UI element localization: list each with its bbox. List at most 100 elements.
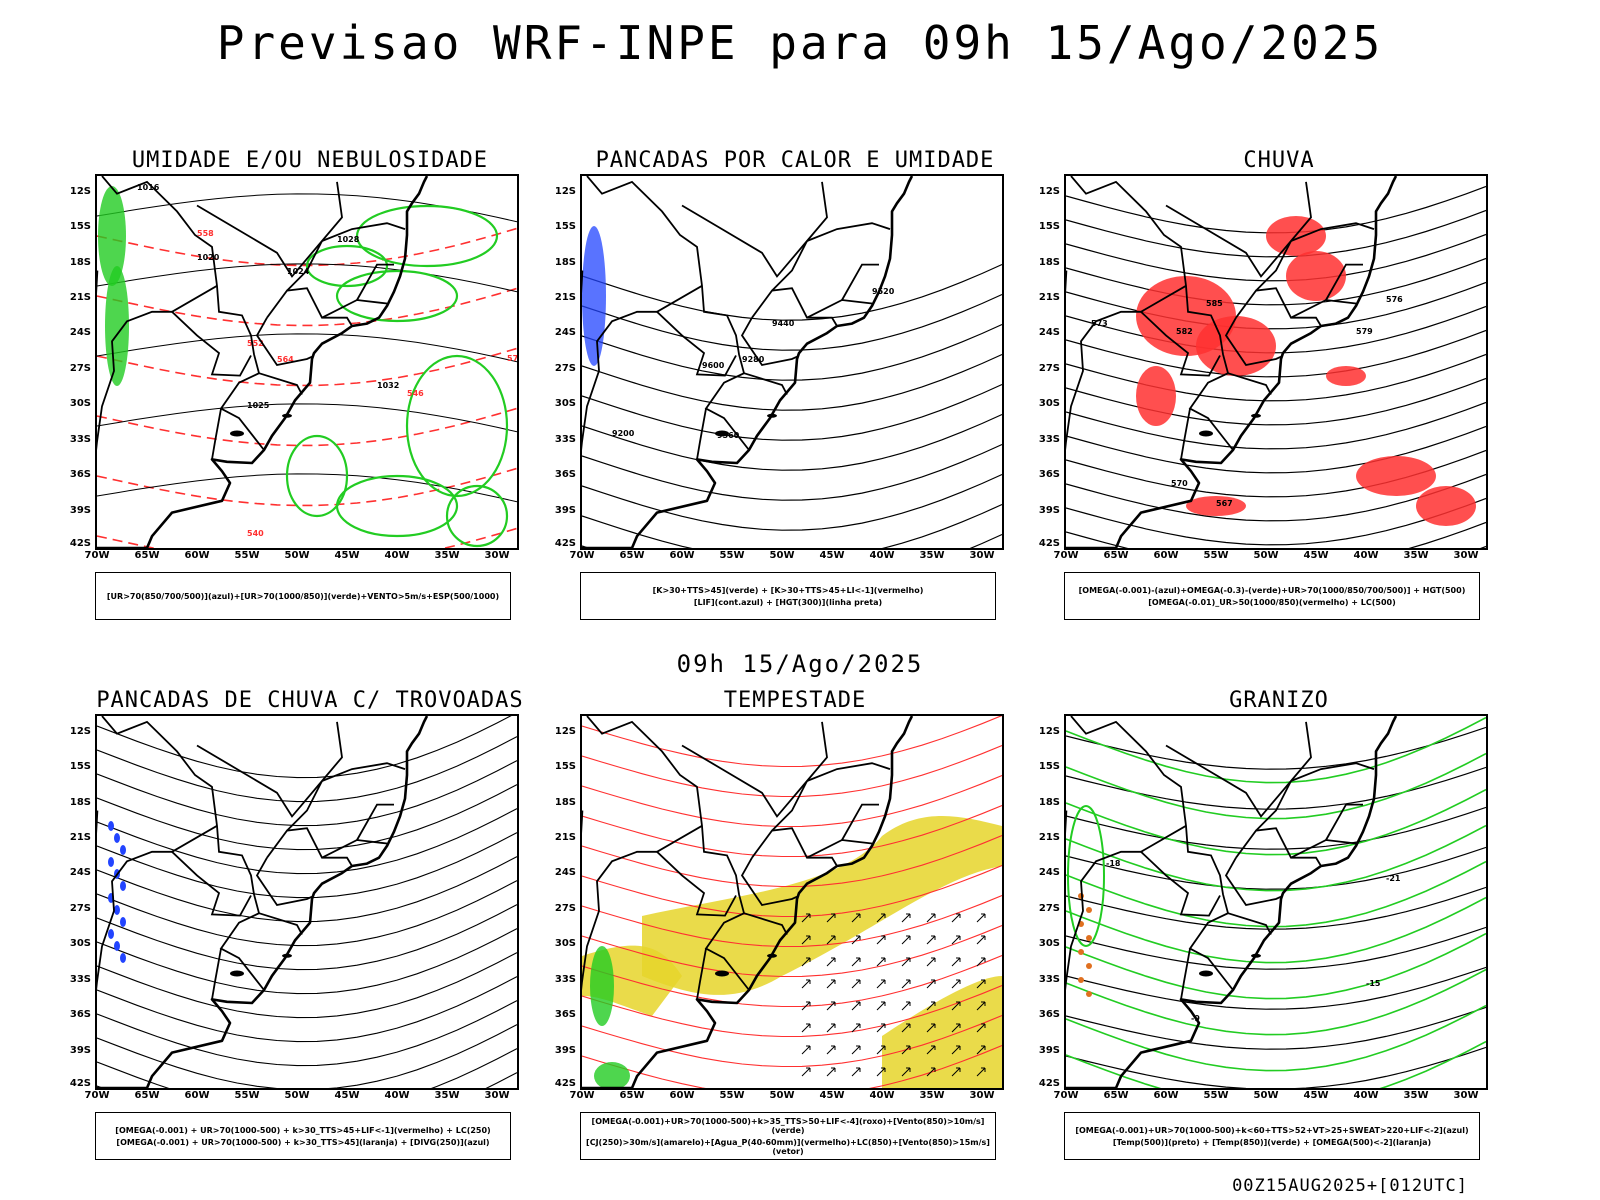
- streamline: [97, 716, 512, 779]
- thickness-contour: [97, 407, 517, 447]
- wind-vector: [851, 957, 861, 967]
- wind-vector: [901, 1045, 911, 1055]
- map-frame: [580, 714, 1004, 1090]
- legend-box: [OMEGA(-0.001)+UR>70(1000-500)+k<60+TTS>…: [1064, 1112, 1480, 1160]
- temp850-contour: [1066, 824, 1486, 892]
- lon-tick-label: 70W: [569, 1090, 595, 1101]
- wind-vector: [876, 935, 886, 945]
- hgt500-contour: [1066, 209, 1486, 258]
- temp500-contour: [1066, 1006, 1486, 1050]
- lat-tick-label: 42S: [69, 1078, 91, 1089]
- streamline: [97, 736, 517, 803]
- wind-vector: [901, 957, 911, 967]
- map-frame: 585 582 579 576 573 570 567: [1064, 174, 1488, 550]
- border-line: [1325, 263, 1363, 301]
- border-line: [582, 850, 657, 991]
- lon-tick-label: 35W: [434, 550, 460, 561]
- humidity-contour: [285, 434, 349, 518]
- divergence-dot: [108, 857, 114, 867]
- pressure-contour: [97, 403, 517, 433]
- temp500-contour: [1066, 806, 1486, 850]
- legend-line: [OMEGA(-0.001) + UR>70(1000-500) + k>30_…: [116, 1137, 490, 1147]
- lagoon-mirim: [1199, 430, 1213, 437]
- legend-line: [UR>70(850/700/500)](azul)+[UR>70(1000/8…: [106, 591, 500, 601]
- streamline: [97, 808, 517, 875]
- divergence-dot: [120, 845, 126, 855]
- hgt300-contour: [582, 473, 1002, 531]
- wind-vector: [826, 1045, 836, 1055]
- temp850-contour: [1066, 788, 1486, 856]
- lon-tick-label: 55W: [1203, 1090, 1229, 1101]
- lat-tick-label: 39S: [69, 504, 91, 516]
- coastline: [97, 716, 429, 1088]
- longitude-axis: 70W 65W 60W 55W 50W 45W 40W 35W 30W: [85, 1090, 519, 1104]
- coastline: [582, 716, 914, 1088]
- lat-tick-label: 24S: [1038, 867, 1060, 879]
- thickness-contour: [97, 527, 517, 548]
- lat-tick-label: 27S: [69, 902, 91, 914]
- rain-area: [1286, 251, 1346, 301]
- lat-tick-label: 27S: [69, 362, 91, 374]
- lat-tick-label: 27S: [554, 362, 576, 374]
- border-line: [696, 948, 707, 1000]
- lat-tick-label: 12S: [554, 725, 576, 737]
- wind-vector: [951, 913, 961, 923]
- lagoon-mirim: [715, 970, 729, 977]
- wind-vector: [926, 1067, 936, 1077]
- contour-label: 9520: [872, 287, 895, 296]
- contour-label: 567: [1216, 499, 1233, 508]
- wind-vector: [801, 957, 811, 967]
- rain-area: [1356, 456, 1436, 496]
- lc850-streamline: [582, 984, 1002, 1038]
- panel-tempestade: TEMPESTADE 12S 15S 18S 21S 24S 27S 30S 33S 36S 39S…: [555, 688, 1010, 1160]
- lif-area: [582, 226, 606, 366]
- mid-time-label: 09h 15/Ago/2025: [676, 650, 924, 678]
- hgt500-contour: [1480, 545, 1486, 548]
- lon-tick-label: 35W: [919, 1090, 945, 1101]
- wind-vector: [926, 1045, 936, 1055]
- rain-area: [1326, 366, 1366, 386]
- border-line: [101, 176, 265, 451]
- border-line: [255, 317, 313, 366]
- omega-dot: [1086, 963, 1092, 969]
- border-line: [1180, 948, 1191, 1000]
- temp850-contour: [1066, 1004, 1486, 1072]
- border-line: [196, 181, 343, 278]
- wind-vector: [876, 957, 886, 967]
- lagoon-mirim: [715, 430, 729, 437]
- panel-title: GRANIZO: [1229, 688, 1329, 713]
- border-line: [740, 857, 798, 906]
- lc850-streamline: [582, 774, 1002, 828]
- legend-box: [OMEGA(-0.001)-(azul)+OMEGA(-0.3)-(verde…: [1064, 572, 1480, 620]
- border-line: [806, 222, 891, 242]
- contour-label: 576: [1386, 295, 1403, 304]
- hgt500-contour: [1066, 233, 1486, 282]
- border-line: [321, 762, 406, 782]
- lon-tick-label: 60W: [1153, 550, 1179, 561]
- wind-vector: [826, 979, 836, 989]
- wind-vector: [976, 1045, 986, 1055]
- hgt300-contour: [582, 323, 1002, 381]
- wind-vector: [826, 1067, 836, 1077]
- omega-dot: [1078, 949, 1084, 955]
- legend-line: [OMEGA(-0.001)-(azul)+OMEGA(-0.3)-(verde…: [1078, 585, 1466, 595]
- divergence-dot: [120, 953, 126, 963]
- lat-tick-label: 36S: [1038, 1009, 1060, 1021]
- border-line: [266, 287, 353, 327]
- panel-pancadas-calor: PANCADAS POR CALOR E UMIDADE 12S 15S 18S 21S…: [555, 148, 1010, 620]
- lon-tick-label: 35W: [1403, 1090, 1429, 1101]
- lagoa-dos-patos: [282, 413, 292, 418]
- lon-tick-label: 30W: [1453, 550, 1479, 561]
- streamline: [97, 856, 517, 923]
- lat-tick-label: 39S: [554, 1044, 576, 1056]
- border-line: [266, 827, 353, 867]
- lat-tick-label: 15S: [554, 761, 576, 773]
- lagoa-dos-patos: [282, 953, 292, 958]
- border-line: [696, 408, 707, 460]
- wind-vector: [876, 913, 886, 923]
- wind-vector: [826, 935, 836, 945]
- lon-tick-label: 35W: [1403, 550, 1429, 561]
- panel-title: TEMPESTADE: [723, 688, 867, 713]
- border-line: [1325, 803, 1363, 841]
- border-line: [841, 803, 879, 841]
